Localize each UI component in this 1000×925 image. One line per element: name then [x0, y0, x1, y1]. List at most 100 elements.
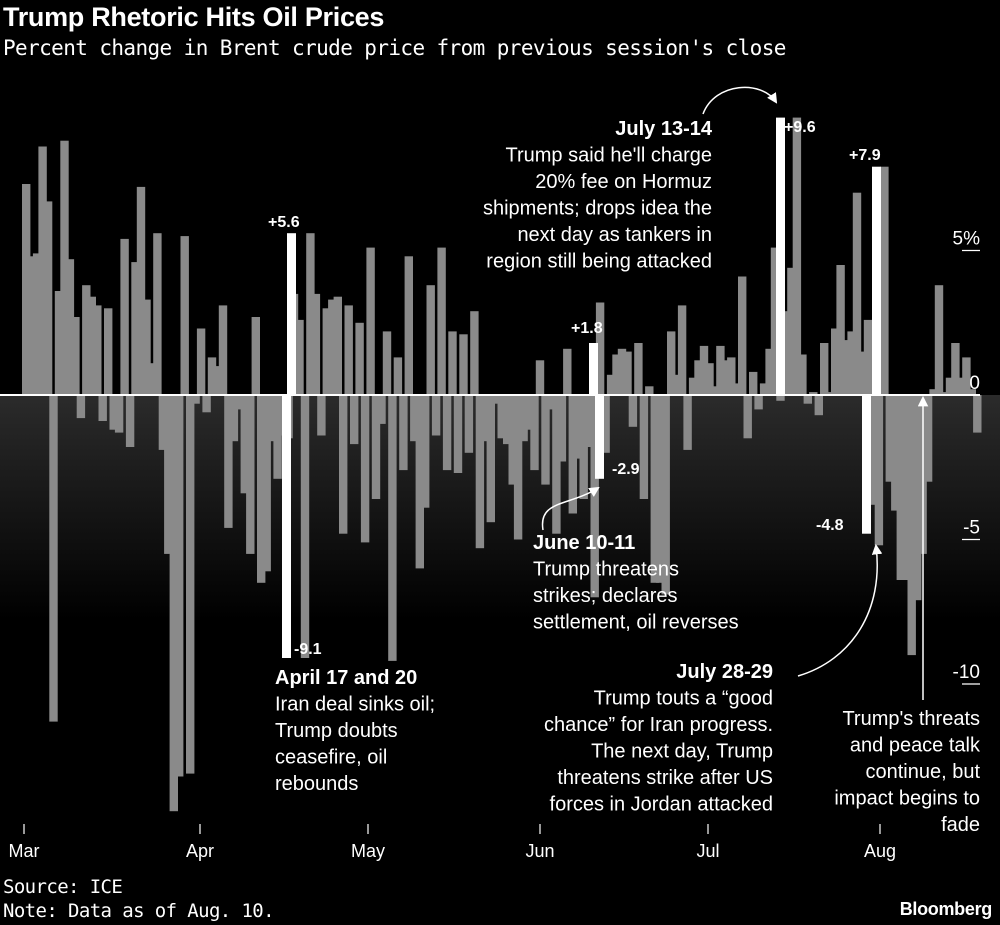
- chart-subtitle: Percent change in Brent crude price from…: [3, 36, 786, 60]
- bar: [645, 386, 654, 395]
- bar: [371, 395, 381, 499]
- annotation-heading: July 13-14: [615, 118, 713, 140]
- annotation-heading: June 10-11: [533, 532, 635, 554]
- bar: [601, 395, 610, 453]
- bar: [27, 256, 36, 395]
- annotation-text: threatens strike after US: [557, 767, 773, 789]
- annotation-heading: April 17 and 20: [275, 667, 417, 689]
- annotation-text: Trump touts a “good: [594, 688, 773, 710]
- bar: [306, 233, 315, 395]
- bar: [677, 305, 687, 395]
- bar: [787, 267, 796, 395]
- bar: [43, 201, 53, 395]
- bar: [268, 395, 277, 442]
- bar: [606, 374, 616, 395]
- x-tick-label: Mar: [9, 841, 40, 861]
- bar: [530, 395, 539, 471]
- bar: [415, 395, 424, 569]
- y-tick-label: 5%: [953, 229, 981, 250]
- bar: [328, 299, 337, 395]
- highlight-value-label: -2.9: [612, 461, 640, 478]
- highlight-bar: [776, 117, 785, 395]
- bar: [639, 395, 649, 499]
- chart-title: Trump Rhetoric Hits Oil Prices: [3, 2, 385, 32]
- bar: [120, 238, 129, 395]
- annotation-text: chance” for Iran progress.: [544, 714, 773, 736]
- bar: [847, 331, 856, 395]
- bar: [623, 351, 632, 395]
- bar: [158, 395, 168, 450]
- annotation-text: Trump threatens: [533, 559, 679, 581]
- bar: [557, 395, 567, 462]
- bar: [546, 395, 556, 410]
- bar: [743, 395, 752, 439]
- x-tick-label: Jul: [696, 841, 719, 861]
- bar: [585, 395, 594, 447]
- bar: [229, 395, 239, 442]
- bar: [410, 395, 419, 442]
- bar: [710, 386, 720, 395]
- bar: [273, 395, 282, 479]
- bar: [366, 247, 375, 395]
- bar: [492, 395, 501, 404]
- bar: [109, 395, 118, 430]
- annotation-text: settlement, oil reverses: [533, 612, 739, 634]
- highlight-bar: [287, 233, 296, 395]
- annotation-text: impact begins to: [834, 788, 980, 810]
- annotation-text: Trump's threats: [842, 708, 980, 730]
- source-note: Source: ICE: [3, 876, 123, 898]
- highlight-bar: [282, 395, 291, 658]
- y-tick-label: -10: [953, 662, 980, 683]
- bar: [852, 192, 862, 395]
- bar: [825, 392, 834, 395]
- annotation-text: continue, but: [865, 761, 980, 783]
- bloomberg-logo: Bloomberg: [899, 899, 993, 919]
- bar: [475, 395, 485, 549]
- bar: [470, 311, 479, 395]
- x-tick-label: May: [351, 841, 385, 861]
- bar: [831, 328, 840, 395]
- bar: [246, 395, 255, 554]
- bar: [891, 395, 900, 511]
- bar: [180, 236, 189, 395]
- highlight-value-label: +5.6: [268, 214, 300, 231]
- bar: [513, 395, 523, 540]
- bar: [962, 357, 971, 395]
- bar: [672, 374, 681, 395]
- bar: [437, 247, 446, 395]
- bar: [202, 395, 211, 413]
- bar: [218, 305, 228, 395]
- highlight-value-label: +1.8: [571, 320, 603, 337]
- bar: [595, 302, 605, 395]
- bar: [262, 395, 271, 572]
- annotation-text: fade: [941, 814, 980, 836]
- bar: [114, 395, 124, 433]
- bar: [902, 395, 911, 580]
- bar: [694, 360, 703, 395]
- bar: [858, 351, 867, 395]
- bar: [836, 265, 845, 395]
- bar: [65, 259, 75, 395]
- bar: [169, 395, 178, 812]
- highlight-value-label: -4.8: [816, 517, 844, 534]
- bar: [93, 305, 102, 395]
- bar: [22, 184, 31, 395]
- bar: [481, 395, 490, 442]
- arrow-july-13-14: [702, 86, 778, 115]
- bar: [929, 389, 938, 395]
- highlight-bar: [595, 395, 604, 479]
- bar: [503, 395, 512, 445]
- bar: [164, 395, 173, 554]
- bar: [809, 392, 818, 395]
- bar: [442, 395, 452, 471]
- bar: [350, 395, 359, 445]
- bar: [317, 395, 326, 436]
- bar: [612, 354, 621, 395]
- bar: [535, 360, 545, 395]
- bar: [683, 395, 692, 450]
- bar: [945, 377, 955, 395]
- bar: [355, 322, 364, 396]
- bar: [967, 389, 976, 395]
- bar: [956, 377, 966, 395]
